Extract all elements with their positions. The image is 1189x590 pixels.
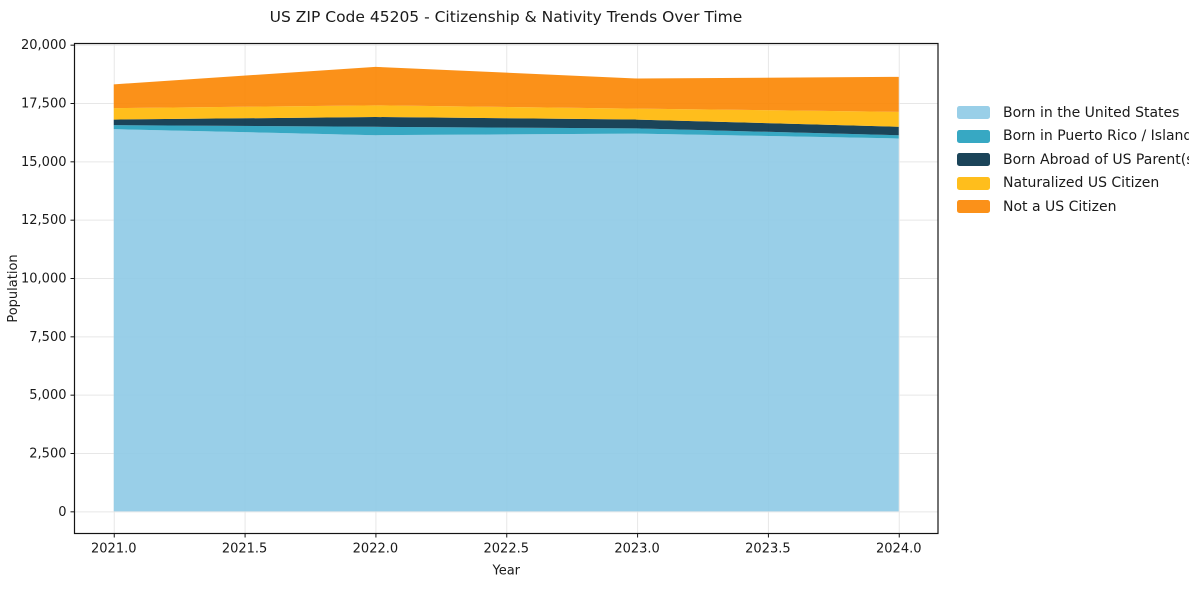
x-tick-label: 2021.0 [91, 542, 137, 557]
legend: Born in the United States Born in Puerto … [957, 104, 1189, 215]
legend-row-naturalized-us-citizen: Naturalized US Citizen [957, 175, 1189, 191]
area-not-a-us-citizen [113, 66, 899, 112]
y-tick-label: 20,000 [21, 38, 67, 53]
chart-title: US ZIP Code 45205 - Citizenship & Nativi… [269, 8, 743, 26]
area-born-abroad-of-us-parent-s- [113, 117, 899, 136]
y-tick-label: 12,500 [21, 213, 67, 228]
legend-row-not-a-us-citizen: Not a US Citizen [957, 198, 1189, 215]
legend-swatch-icon [957, 129, 990, 143]
x-tick-label: 2021.5 [222, 542, 268, 557]
x-tick-label: 2023.5 [745, 542, 791, 557]
x-tick-label: 2022.5 [484, 542, 530, 557]
legend-label: Born in the United States [1003, 104, 1180, 121]
y-tick-label: 17,500 [21, 97, 67, 112]
area-naturalized-us-citizen [113, 105, 899, 127]
ticks [70, 44, 900, 538]
y-tick-label: 10,000 [21, 272, 67, 287]
legend-row-born-abroad-of-us-parent-s-: Born Abroad of US Parent(s) [957, 151, 1189, 168]
y-tick-label: 7,500 [29, 330, 66, 345]
stacked-areas [113, 66, 899, 512]
y-tick-label: 2,500 [29, 447, 66, 462]
legend-swatch-icon [957, 200, 990, 213]
legend-swatch-icon [957, 106, 990, 119]
legend-swatch-icon [957, 176, 990, 190]
legend-label: Not a US Citizen [1003, 198, 1117, 215]
x-tick-label: 2023.0 [614, 542, 660, 557]
legend-label: Born in Puerto Rico / Islands [1003, 128, 1189, 144]
legend-label: Naturalized US Citizen [1003, 175, 1160, 191]
y-tick-label: 15,000 [21, 155, 67, 170]
legend-swatch-icon [957, 153, 990, 166]
y-tick-label: 0 [58, 505, 66, 520]
legend-row-born-in-puerto-rico-islands: Born in Puerto Rico / Islands [957, 128, 1189, 144]
x-axis-label: Year [491, 564, 520, 579]
x-tick-label: 2024.0 [876, 542, 922, 557]
area-born-in-puerto-rico-islands [113, 125, 899, 139]
legend-row-born-in-the-united-states: Born in the United States [957, 104, 1189, 121]
y-axis-label: Population [6, 254, 21, 322]
legend-label: Born Abroad of US Parent(s) [1003, 151, 1189, 168]
x-tick-label: 2022.0 [353, 542, 399, 557]
tick-labels: 2021.0 2021.5 2022.0 2022.5 2023.0 2023.5 2024… [21, 38, 922, 556]
y-tick-label: 5,000 [29, 388, 66, 403]
area-born-in-the-united-states [113, 129, 899, 512]
